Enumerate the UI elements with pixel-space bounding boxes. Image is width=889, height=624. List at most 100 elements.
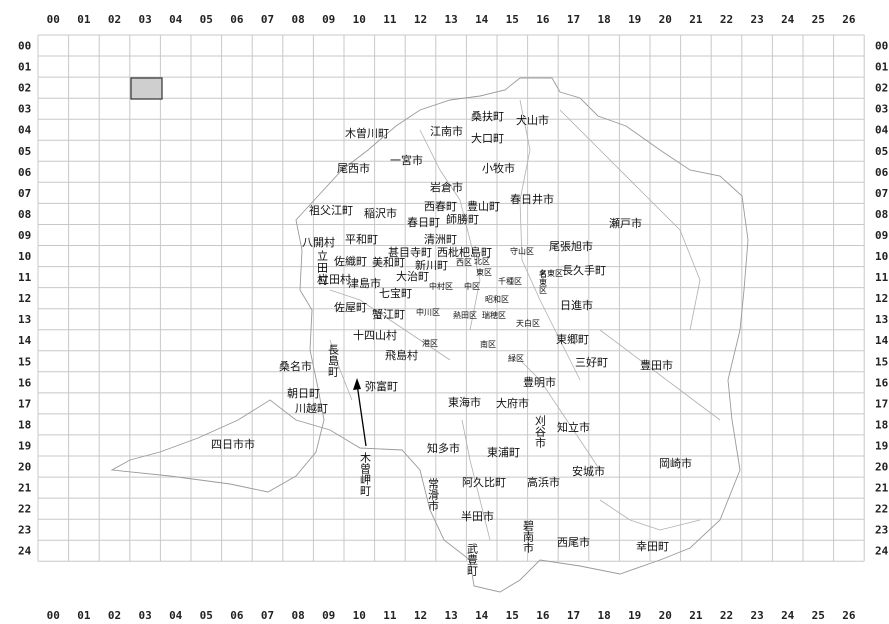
kisosaki-pointer-arrow [356,383,367,447]
row-label-right: 20 [875,461,888,474]
row-label-right: 22 [875,503,888,516]
label-kiyosu: 清洲町 [424,233,457,246]
label-takahama: 高浜市 [527,475,560,489]
label-ichinomiya: 一宮市 [390,153,423,167]
label-asahi: 朝日町 [287,387,320,400]
col-label-top: 23 [750,13,763,26]
col-label-top: 03 [138,13,151,26]
col-label-top: 07 [261,13,274,26]
row-label-left: 19 [18,440,31,453]
col-label-bottom: 05 [200,609,213,622]
label-tokai: 東海市 [448,395,481,409]
col-label-bottom: 26 [842,609,856,622]
row-label-left: 11 [18,271,32,284]
row-label-left: 21 [18,482,32,495]
col-label-bottom: 23 [750,609,763,622]
row-label-left: 14 [18,334,32,347]
label-nisshin: 日進市 [560,298,593,312]
row-label-right: 09 [875,229,888,242]
row-label-left: 09 [18,229,31,242]
label-mizuho-ku: 瑞穂区 [482,310,506,320]
label-kita-ku: 北区 [474,257,490,266]
col-label-top: 00 [47,13,60,26]
col-label-bottom: 04 [169,609,183,622]
col-label-top: 22 [720,13,733,26]
label-okazaki: 岡崎市 [659,456,692,470]
col-label-top: 15 [506,13,519,26]
row-label-left: 04 [18,124,32,137]
label-iwakura: 岩倉市 [430,180,463,194]
label-toyoake: 豊明市 [523,375,556,389]
col-label-top: 09 [322,13,335,26]
row-label-right: 16 [875,376,889,389]
row-label-left: 12 [18,292,31,305]
label-nagakute: 長久手町 [562,263,606,277]
label-toyoyama: 豊山町 [467,200,500,213]
map-boundaries [110,77,749,593]
row-label-right: 12 [875,292,888,305]
col-label-bottom: 18 [597,609,610,622]
row-label-right: 24 [875,545,889,558]
row-label-right: 04 [875,124,889,137]
label-shikatsu: 師勝町 [446,212,479,226]
label-higashi-ku: 東区 [476,267,492,277]
col-label-top: 14 [475,13,489,26]
label-naka-ku: 中区 [464,281,480,291]
label-shippo: 七宝町 [379,286,412,300]
label-kanie: 蟹江町 [372,307,405,321]
label-nakamura-ku: 中村区 [429,281,453,291]
column-labels-top: 00 01 02 03 04 05 06 07 08 09 10 11 12 13 14 15 16 17 18 19… [47,13,856,26]
label-taketoyo-vertical: 武豊町 [466,543,479,576]
col-label-bottom: 21 [689,609,703,622]
label-saya: 佐屋町 [334,300,367,314]
col-label-bottom: 11 [383,609,397,622]
row-label-left: 16 [18,376,32,389]
place-labels: 桑扶町 犬山市 木曽川町 江南市 大口町 一宮市 尾西市 小牧市 岩倉市 春日井… [211,109,692,553]
col-label-bottom: 15 [506,609,519,622]
label-tenpaku-ku: 天白区 [516,318,540,328]
col-label-top: 10 [353,13,366,26]
col-label-bottom: 24 [781,609,795,622]
col-label-bottom: 25 [812,609,825,622]
label-nakagawa-ku: 中川区 [416,307,440,317]
row-label-left: 05 [18,145,31,158]
label-sobue: 祖父江町 [309,203,353,217]
row-label-left: 02 [18,82,31,95]
label-handa: 半田市 [461,509,494,523]
row-label-right: 06 [875,166,889,179]
row-label-right: 15 [875,355,888,368]
label-heiwa: 平和町 [345,233,378,246]
label-inuyama: 犬山市 [516,113,549,127]
col-label-bottom: 19 [628,609,641,622]
label-chiryu: 知立市 [557,420,590,434]
label-yatomi: 弥富町 [365,379,398,393]
row-label-left: 22 [18,503,31,516]
column-labels-bottom: 00 01 02 03 04 05 06 07 08 09 10 11 12 13 14 15 16 17 18 19… [47,609,856,622]
col-label-bottom: 00 [47,609,60,622]
label-nishio: 西尾市 [557,535,590,549]
row-label-left: 01 [18,61,32,74]
row-label-right: 23 [875,524,888,537]
row-label-left: 17 [18,397,31,410]
label-fusou: 桑扶町 [471,109,504,123]
row-labels-left: 00 01 02 03 04 05 06 07 08 09 10 11 12 13 14 15 16 17 18 19… [18,40,32,558]
label-miyoshi: 三好町 [575,355,608,369]
col-label-top: 18 [597,13,610,26]
row-label-left: 23 [18,524,31,537]
label-agui: 阿久比町 [462,476,506,489]
label-higashiura: 東浦町 [487,446,520,459]
label-chikusa-ku: 千種区 [498,276,522,286]
col-label-top: 13 [444,13,457,26]
row-label-right: 00 [875,40,888,53]
col-label-top: 12 [414,13,427,26]
col-label-bottom: 01 [77,609,91,622]
col-label-top: 06 [230,13,244,26]
col-label-top: 16 [536,13,550,26]
row-label-right: 08 [875,208,888,221]
row-label-left: 03 [18,103,31,116]
col-label-bottom: 08 [291,609,304,622]
label-bisai: 尾西市 [337,161,370,175]
selected-grid-cell[interactable] [130,77,163,100]
col-label-bottom: 03 [138,609,151,622]
row-label-left: 08 [18,208,31,221]
